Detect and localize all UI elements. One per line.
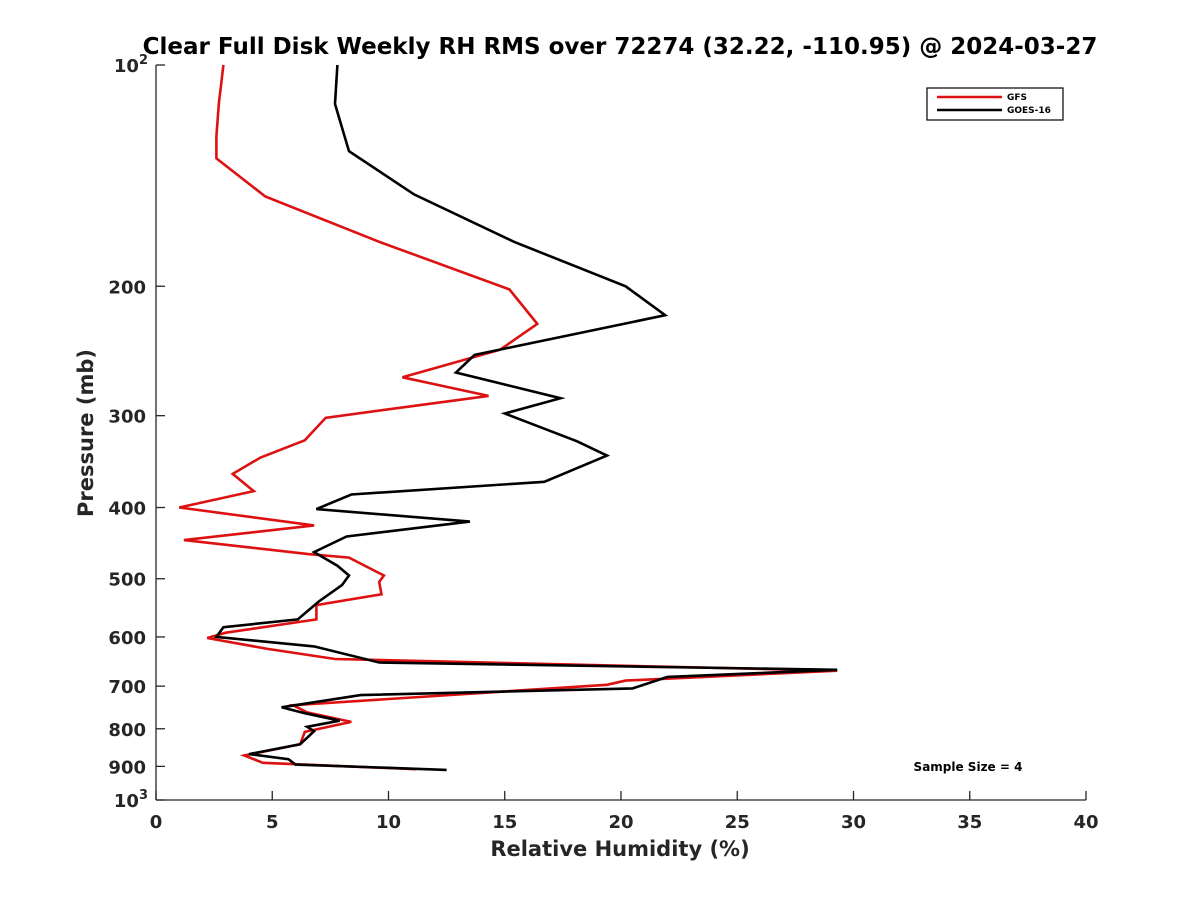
x-tick-label: 0 xyxy=(150,812,163,833)
legend-box xyxy=(926,87,1064,121)
y-tick-label: 400 xyxy=(108,499,146,520)
x-axis-label: Relative Humidity (%) xyxy=(490,837,749,861)
y-tick-label: 102 xyxy=(114,53,148,77)
chart-title: Clear Full Disk Weekly RH RMS over 72274… xyxy=(143,34,1098,60)
y-tick-label: 300 xyxy=(108,407,146,428)
x-tick-label: 10 xyxy=(376,812,401,833)
y-tick-label: 900 xyxy=(108,757,146,778)
series-line-goes-16 xyxy=(214,64,838,772)
axes: 0 5 10 15 20 25 30 35 40 102 200 300 400 500 600 700 800… xyxy=(108,53,1098,833)
y-tick-label: 103 xyxy=(114,788,148,812)
x-tick-label: 35 xyxy=(957,812,982,833)
plot-lines xyxy=(179,64,838,772)
legend-label-gfs: GFS xyxy=(1007,93,1027,103)
y-tick-label: 500 xyxy=(108,570,146,591)
y-axis-label: Pressure (mb) xyxy=(74,349,98,517)
x-tick-label: 15 xyxy=(492,812,517,833)
x-tick-label: 5 xyxy=(266,812,279,833)
y-tick-label: 600 xyxy=(108,628,146,649)
x-tick-label: 30 xyxy=(841,812,866,833)
x-tick-label: 40 xyxy=(1073,812,1098,833)
sample-size-annotation: Sample Size = 4 xyxy=(914,760,1023,774)
x-tick-label: 20 xyxy=(608,812,633,833)
y-tick-label: 700 xyxy=(108,677,146,698)
x-tick-label: 25 xyxy=(725,812,750,833)
y-tick-label: 200 xyxy=(108,277,146,298)
y-tick-label: 800 xyxy=(108,720,146,741)
series-line-gfs xyxy=(179,64,838,771)
legend: GFS GOES-16 xyxy=(926,87,1064,121)
legend-label-goes-16: GOES-16 xyxy=(1007,106,1051,116)
